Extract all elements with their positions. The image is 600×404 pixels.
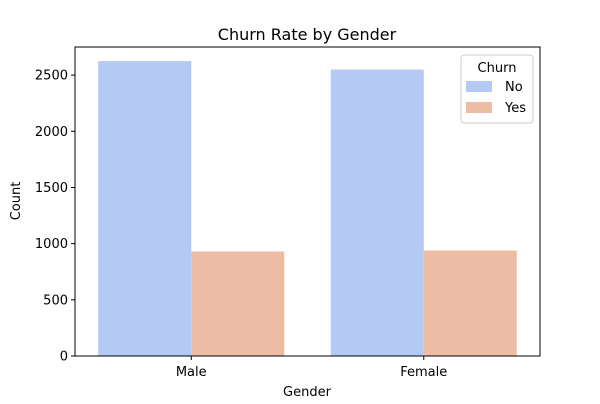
- legend-swatch-no: [466, 81, 492, 92]
- bar-male-yes: [191, 251, 285, 356]
- y-axis: 0 500 1000 1500 2000 2500: [35, 69, 75, 365]
- legend-label-no: No: [505, 80, 523, 95]
- x-tick-label: Female: [400, 365, 447, 380]
- legend-swatch-yes: [466, 102, 492, 113]
- x-tick-label: Male: [176, 365, 207, 380]
- bars-group: [98, 61, 517, 357]
- legend-title: Churn: [478, 61, 517, 76]
- y-tick-label: 1500: [35, 181, 68, 196]
- y-tick-label: 2000: [35, 125, 68, 140]
- y-tick-label: 2500: [35, 69, 68, 84]
- y-tick-label: 1000: [35, 237, 68, 252]
- x-axis-label: Gender: [283, 385, 332, 400]
- y-tick-label: 500: [43, 293, 68, 308]
- legend: Churn No Yes: [460, 54, 534, 124]
- y-tick-label: 0: [60, 350, 68, 365]
- legend-label-yes: Yes: [504, 101, 526, 116]
- bar-female-no: [330, 69, 424, 356]
- chart-title: Churn Rate by Gender: [218, 25, 397, 44]
- bar-female-yes: [423, 250, 517, 356]
- x-axis: Male Female: [176, 356, 447, 380]
- y-axis-label: Count: [9, 182, 24, 221]
- plot-frame: [74, 46, 541, 357]
- bar-male-no: [98, 61, 192, 357]
